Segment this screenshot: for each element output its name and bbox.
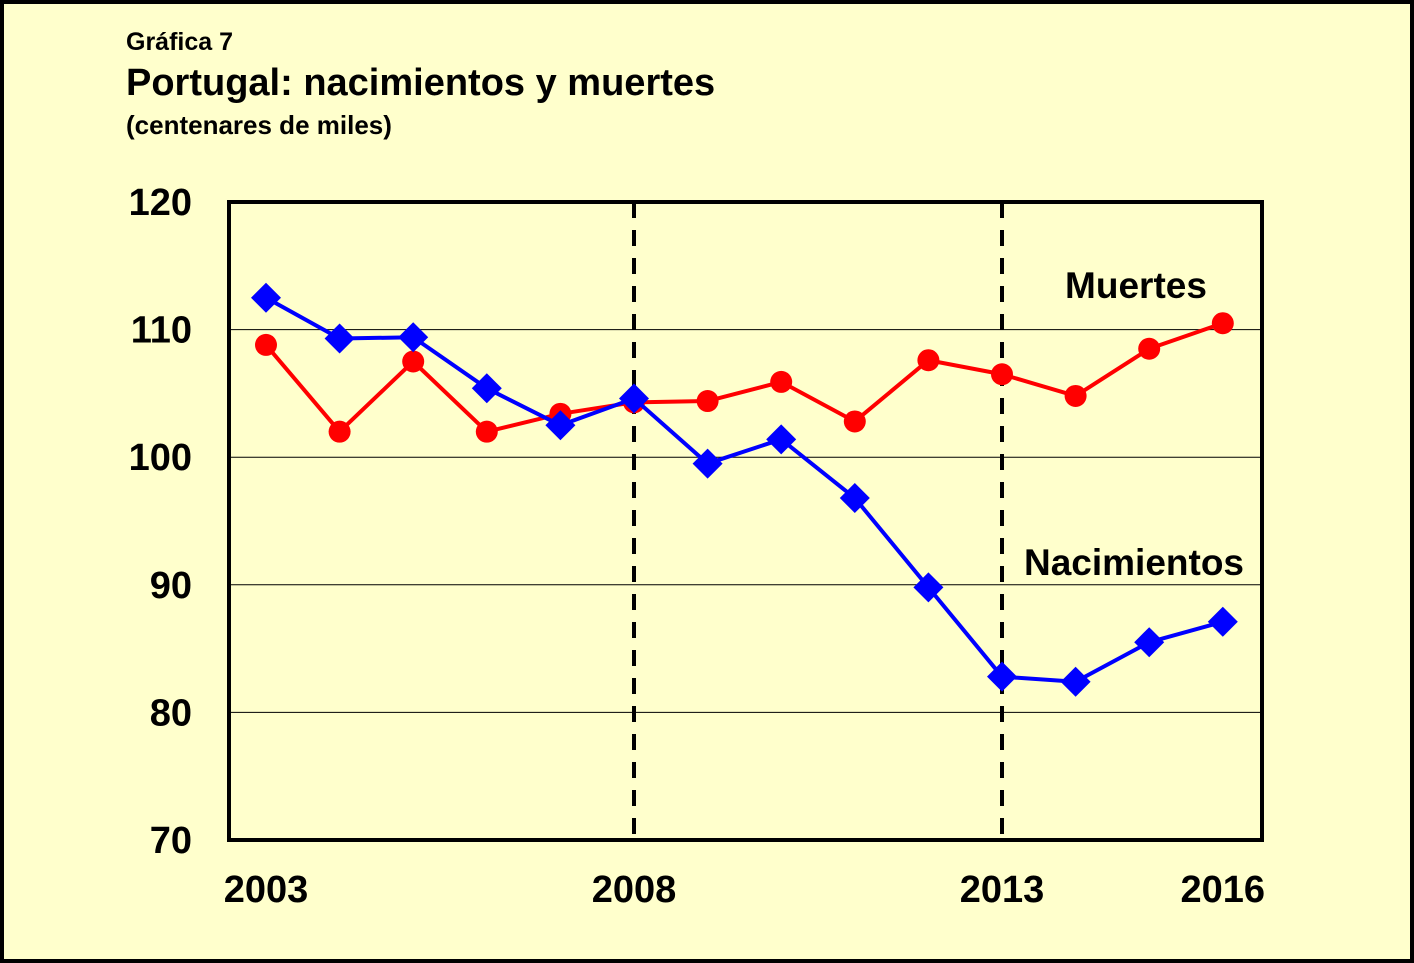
data-point-nacimientos (545, 410, 576, 441)
y-tick-label: 120 (129, 182, 192, 224)
data-point-nacimientos (987, 661, 1017, 692)
reference-lines (632, 202, 1004, 840)
series-layer (251, 282, 1238, 697)
y-tick-label: 100 (129, 437, 192, 479)
y-tick-label: 90 (150, 565, 192, 607)
x-tick-label: 2003 (224, 869, 309, 911)
data-point-nacimientos (398, 322, 429, 353)
data-point-muertes (917, 349, 940, 372)
data-point-muertes (1211, 312, 1234, 335)
gridlines (229, 329, 1262, 713)
figure-label: Gráfica 7 (126, 28, 234, 56)
data-point-nacimientos (1134, 627, 1165, 658)
data-point-nacimientos (251, 282, 281, 313)
y-tick-label: 80 (150, 692, 192, 734)
series-line-muertes (264, 321, 1224, 434)
data-point-nacimientos (471, 373, 502, 404)
plot-area (227, 200, 1264, 842)
data-point-nacimientos (619, 383, 649, 414)
series-labels: Muertes Nacimientos (1024, 265, 1244, 583)
data-point-muertes (991, 363, 1013, 386)
series-label-muertes: Muertes (1065, 265, 1207, 306)
x-tick-label: 2008 (592, 869, 677, 911)
chart-subtitle: (centenares de miles) (126, 110, 392, 140)
x-tick-label: 2013 (960, 869, 1045, 911)
data-point-nacimientos (913, 572, 944, 603)
data-point-nacimientos (839, 483, 870, 514)
y-axis: 120 110 100 90 80 70 (129, 182, 192, 862)
y-tick-label: 110 (131, 310, 192, 352)
data-point-muertes (843, 410, 866, 433)
series-label-nacimientos: Nacimientos (1024, 542, 1244, 583)
x-axis: 2003 2008 2013 2016 (224, 869, 1265, 911)
data-point-muertes (770, 370, 793, 393)
chart-title: Portugal: nacimientos y muertes (126, 62, 716, 104)
data-point-nacimientos (324, 323, 355, 354)
data-point-muertes (696, 390, 719, 413)
data-point-muertes (1064, 384, 1087, 407)
data-point-muertes (402, 350, 425, 373)
data-point-muertes (255, 333, 277, 356)
data-point-nacimientos (1060, 666, 1091, 697)
data-point-muertes (475, 420, 498, 443)
data-point-nacimientos (692, 448, 723, 479)
x-tick-label: 2016 (1181, 869, 1266, 911)
data-point-muertes (328, 420, 351, 443)
data-point-muertes (1138, 337, 1161, 360)
data-point-nacimientos (1207, 606, 1238, 637)
y-tick-label: 70 (150, 820, 192, 862)
data-point-nacimientos (766, 424, 797, 455)
